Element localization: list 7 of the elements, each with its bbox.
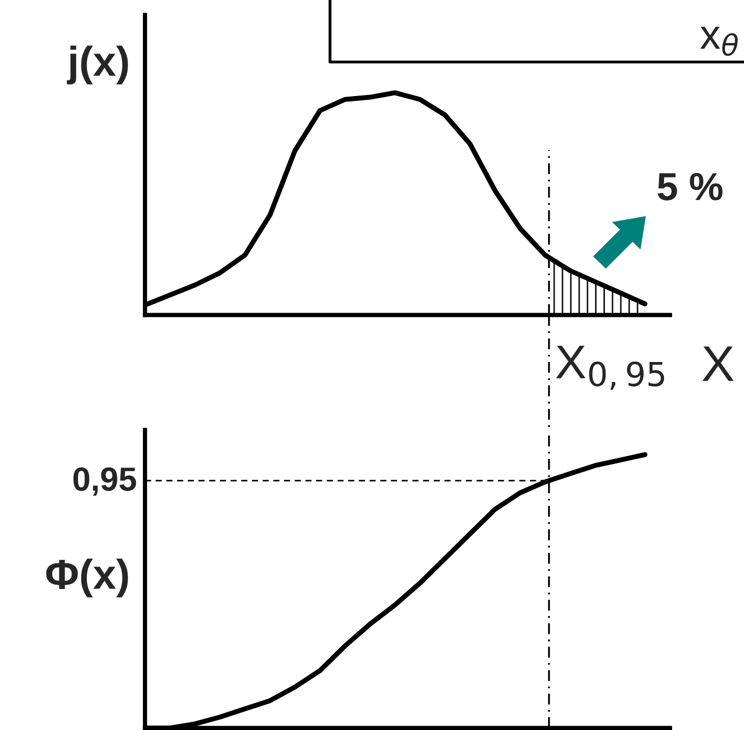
annotation: 5 %: [658, 173, 722, 200]
y-axis-title: Φ(x): [46, 558, 128, 598]
text: 0,95: [73, 467, 136, 496]
x-axis-title: X: [702, 346, 734, 381]
y-axis-title: j(x): [66, 46, 128, 84]
text: X$_{0,95}$: [556, 346, 664, 390]
text: x$_{θ}$: [700, 26, 738, 56]
